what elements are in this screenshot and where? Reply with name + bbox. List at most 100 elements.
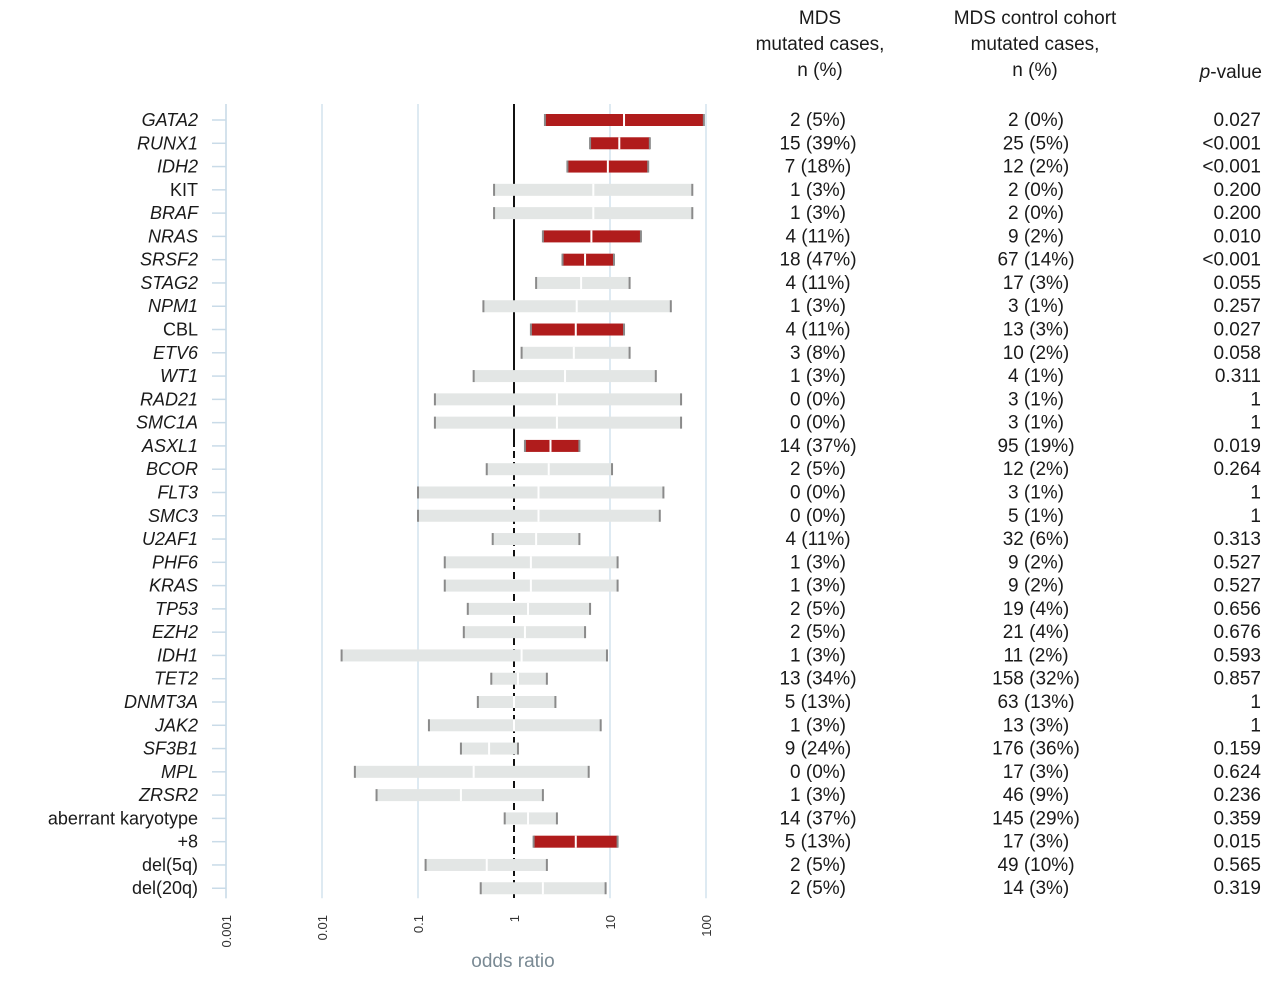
control-count-TET2: 158 (32%): [992, 669, 1080, 690]
control-count-RUNX1: 25 (5%): [1003, 133, 1070, 154]
mds-count-ETV6: 3 (8%): [790, 343, 846, 364]
ci-bar-MPL: [354, 765, 589, 778]
mds-count-MPL: 0 (0%): [790, 762, 846, 783]
p-value-BCOR: 0.264: [1213, 459, 1261, 480]
mds-count-NPM1: 1 (3%): [790, 296, 846, 317]
row-label-RUNX1: RUNX1: [137, 133, 198, 153]
control-count-DNMT3A: 63 (13%): [997, 692, 1074, 713]
p-value-U2AF1: 0.313: [1213, 529, 1261, 550]
row-label-KIT: KIT: [170, 180, 198, 200]
mds-count-BCOR: 2 (5%): [790, 459, 846, 480]
control-count-BRAF: 2 (0%): [1008, 203, 1064, 224]
row-label-U2AF1: U2AF1: [142, 529, 198, 549]
control-count-JAK2: 13 (3%): [1003, 715, 1070, 736]
p-value-NRAS: 0.010: [1213, 226, 1261, 247]
ci-bar-ASXL1: [524, 439, 580, 452]
ci-bar-STAG2: [536, 276, 630, 289]
row-label-NPM1: NPM1: [148, 296, 198, 316]
p-value-+8: 0.015: [1213, 832, 1261, 853]
ci-bar-SMC1A: [434, 416, 682, 429]
mds-header-line-3: n (%): [797, 60, 843, 81]
mds-count-BRAF: 1 (3%): [790, 203, 846, 224]
p-value-SMC1A: 1: [1250, 413, 1261, 434]
control-count-SMC3: 5 (1%): [1008, 506, 1064, 527]
p-value-FLT3: 1: [1250, 482, 1261, 503]
control-header-line-1: MDS control cohort: [953, 8, 1117, 29]
mds-count-WT1: 1 (3%): [790, 366, 846, 387]
control-count-TP53: 19 (4%): [1003, 599, 1070, 620]
p-value-WT1: 0.311: [1215, 366, 1261, 387]
p-value-NPM1: 0.257: [1213, 296, 1261, 317]
mds-header-line-2: mutated cases,: [755, 34, 885, 55]
control-count-del(5q): 49 (10%): [997, 855, 1074, 876]
control-count-WT1: 4 (1%): [1008, 366, 1064, 387]
p-value-MPL: 0.624: [1213, 762, 1261, 783]
pvalue-column-header: p-value: [1200, 62, 1262, 84]
control-count-MPL: 17 (3%): [1003, 762, 1070, 783]
control-count-NRAS: 9 (2%): [1008, 226, 1064, 247]
mds-count-TP53: 2 (5%): [790, 599, 846, 620]
p-value-PHF6: 0.527: [1213, 552, 1261, 573]
row-label-ZRSR2: ZRSR2: [138, 785, 198, 805]
row-label-TET2: TET2: [154, 669, 198, 689]
p-value-TP53: 0.656: [1213, 599, 1261, 620]
row-label-ASXL1: ASXL1: [141, 436, 198, 456]
p-value-SMC3: 1: [1250, 506, 1261, 527]
mds-header-line-1: MDS: [798, 8, 842, 29]
x-tick-label-0.001: 0.001: [219, 915, 234, 948]
mds-column-header: MDS mutated cases, n (%): [720, 6, 920, 84]
p-value-TET2: 0.857: [1213, 669, 1261, 690]
p-value-ASXL1: 0.019: [1213, 436, 1261, 457]
control-count-PHF6: 9 (2%): [1008, 552, 1064, 573]
mds-count-NRAS: 4 (11%): [785, 226, 850, 247]
ci-bar-SRSF2: [562, 253, 614, 266]
row-label-SRSF2: SRSF2: [140, 250, 198, 270]
mds-count-KIT: 1 (3%): [790, 180, 846, 201]
row-label-BRAF: BRAF: [150, 203, 199, 223]
mds-count-CBL: 4 (11%): [785, 320, 850, 341]
row-label-BCOR: BCOR: [146, 459, 198, 479]
row-label-SF3B1: SF3B1: [143, 739, 198, 759]
control-count-GATA2: 2 (0%): [1008, 110, 1064, 131]
control-count-SF3B1: 176 (36%): [992, 739, 1080, 760]
p-value-del(5q): 0.565: [1213, 855, 1261, 876]
row-label-IDH1: IDH1: [157, 645, 198, 665]
ci-bar-aberrant karyotype: [504, 812, 557, 825]
x-tick-label-0.1: 0.1: [411, 915, 426, 933]
row-label-del(5q): del(5q): [142, 855, 198, 875]
mds-count-SF3B1: 9 (24%): [785, 739, 852, 760]
p-value-JAK2: 1: [1250, 715, 1261, 736]
p-value-del(20q): 0.319: [1213, 878, 1261, 899]
mds-count-SRSF2: 18 (47%): [779, 250, 856, 271]
control-count-SMC1A: 3 (1%): [1008, 413, 1064, 434]
control-count-ETV6: 10 (2%): [1003, 343, 1070, 364]
control-column-header: MDS control cohort mutated cases, n (%): [925, 6, 1145, 84]
mds-count-RUNX1: 15 (39%): [779, 133, 856, 154]
row-label-CBL: CBL: [163, 320, 198, 340]
ci-bar-FLT3: [418, 486, 664, 499]
mds-count-TET2: 13 (34%): [779, 669, 856, 690]
x-tick-label-100: 100: [699, 915, 714, 937]
p-value-RAD21: 1: [1250, 389, 1261, 410]
pvalue-header-rest: -value: [1210, 62, 1262, 83]
row-label-JAK2: JAK2: [154, 715, 198, 735]
control-count-aberrant karyotype: 145 (29%): [992, 808, 1080, 829]
control-count-IDH1: 11 (2%): [1003, 645, 1068, 666]
row-label-STAG2: STAG2: [140, 273, 198, 293]
control-count-NPM1: 3 (1%): [1008, 296, 1064, 317]
row-label-aberrant karyotype: aberrant karyotype: [48, 808, 198, 828]
control-count-SRSF2: 67 (14%): [997, 250, 1074, 271]
row-label-EZH2: EZH2: [152, 622, 198, 642]
row-label-MPL: MPL: [161, 762, 198, 782]
p-value-DNMT3A: 1: [1250, 692, 1261, 713]
row-label-PHF6: PHF6: [152, 552, 199, 572]
control-count-KRAS: 9 (2%): [1008, 576, 1064, 597]
row-label-KRAS: KRAS: [149, 576, 198, 596]
mds-count-EZH2: 2 (5%): [790, 622, 846, 643]
row-label-ETV6: ETV6: [153, 343, 199, 363]
control-count-CBL: 13 (3%): [1003, 320, 1070, 341]
p-value-CBL: 0.027: [1213, 320, 1261, 341]
x-axis-label: odds ratio: [471, 951, 554, 972]
row-label-FLT3: FLT3: [157, 482, 198, 502]
